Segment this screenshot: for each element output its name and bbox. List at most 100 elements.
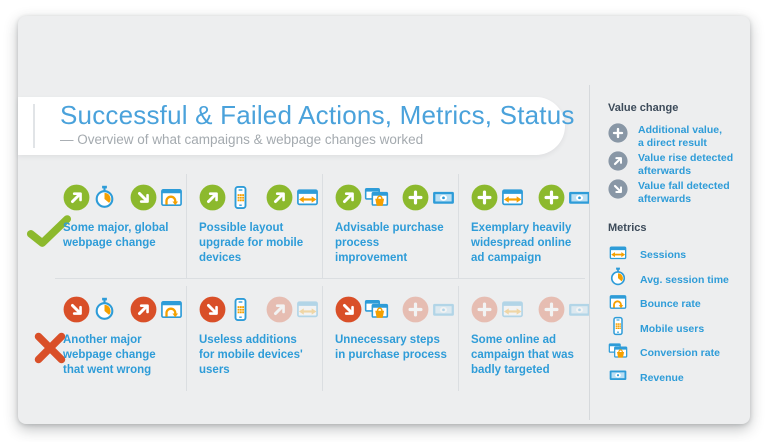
- arrow-up-right-badge-icon: [130, 296, 157, 323]
- metric-label: Revenue: [640, 371, 684, 384]
- action-label: Another major webpage change that went w…: [63, 334, 156, 376]
- mobile-users-icon: [234, 186, 247, 209]
- revenue-icon: [569, 303, 590, 316]
- plus-badge-icon: [608, 123, 628, 148]
- metric-item: Sessions: [608, 245, 748, 265]
- arrow-down-right-badge-icon: [199, 296, 226, 323]
- plus-badge-icon: [402, 296, 429, 323]
- metric-change-pair: [130, 296, 184, 323]
- conversion-rate-icon: [364, 299, 389, 318]
- sessions-icon: [609, 246, 627, 259]
- sidebar-divider: [589, 85, 590, 420]
- arrow-up-right-badge-icon: [608, 151, 628, 171]
- metric-item: Conversion rate: [608, 341, 748, 366]
- plus-badge-icon: [538, 184, 565, 211]
- action-cell: Exemplary heavily widespread online ad c…: [458, 174, 594, 279]
- legend-label: Additional value, a direct result: [638, 124, 723, 149]
- arrow-up-right-badge-icon: [266, 184, 293, 211]
- mobile-users-icon: [608, 316, 628, 341]
- session-time-icon: [610, 267, 626, 286]
- arrow-up-right-badge-icon: [335, 184, 362, 211]
- metric-label: Mobile users: [640, 322, 705, 335]
- slide-title: Successful & Failed Actions, Metrics, St…: [60, 100, 575, 130]
- action-label: Exemplary heavily widespread online ad c…: [471, 222, 572, 264]
- metric-pairs: [335, 183, 456, 212]
- action-label: Advisable purchase process improvement: [335, 222, 444, 264]
- session-time-icon: [95, 297, 114, 320]
- metric-change-pair: [538, 184, 592, 211]
- conversion-rate-icon: [364, 187, 389, 206]
- metrics-heading: Metrics: [608, 222, 647, 234]
- legend-label: Value rise detected afterwards: [638, 152, 734, 177]
- metric-change-pair: [335, 296, 389, 323]
- revenue-icon: [609, 370, 627, 380]
- sessions-icon: [502, 301, 523, 318]
- metric-pairs: [63, 295, 184, 324]
- arrow-down-right-badge-icon: [608, 179, 628, 204]
- legend-item: Additional value, a direct result: [608, 123, 748, 149]
- metric-pairs: [471, 183, 592, 212]
- session-time-icon: [608, 267, 628, 292]
- conversion-rate-icon: [608, 342, 628, 358]
- mobile-users-icon: [613, 316, 623, 336]
- action-cell: Useless additions for mobile devices' us…: [186, 286, 322, 391]
- action-label: Possible layout upgrade for mobile devic…: [199, 222, 304, 264]
- plus-badge-icon: [402, 184, 429, 211]
- action-cell: Unnecessary steps in purchase process: [322, 286, 458, 391]
- bounce-rate-icon: [161, 188, 182, 207]
- revenue-icon: [569, 191, 590, 204]
- bounce-rate-icon: [608, 292, 628, 317]
- sessions-icon: [502, 189, 523, 206]
- action-label: Unnecessary steps in purchase process: [335, 334, 447, 361]
- metric-pairs: [199, 295, 320, 324]
- action-cell: Advisable purchase process improvement: [322, 174, 458, 279]
- sessions-icon: [297, 189, 318, 206]
- value-change-legend: Value change Additional value, a direct …: [608, 102, 748, 207]
- failure-row: Another major webpage change that went w…: [55, 286, 590, 391]
- action-cell: Some major, global webpage change: [55, 174, 186, 279]
- arrow-up-right-badge-icon: [63, 184, 90, 211]
- metric-item: Avg. session time: [608, 267, 748, 292]
- action-cell: Another major webpage change that went w…: [55, 286, 186, 391]
- action-label: Useless additions for mobile devices' us…: [199, 334, 303, 376]
- metric-label: Bounce rate: [640, 298, 701, 310]
- conversion-rate-icon: [608, 341, 628, 366]
- metrics-legend: Metrics Sessions Avg. session time: [608, 222, 748, 388]
- metric-change-pair: [130, 184, 184, 211]
- action-label: Some major, global webpage change: [63, 222, 169, 249]
- metric-label: Avg. session time: [640, 273, 729, 286]
- arrow-down-right-badge-icon: [608, 179, 628, 199]
- action-cell: Some online ad campaign that was badly t…: [458, 286, 594, 391]
- value-change-heading: Value change: [608, 102, 679, 114]
- revenue-icon: [433, 191, 454, 204]
- legend-label: Value fall detected afterwards: [638, 180, 730, 205]
- sessions-icon: [608, 243, 628, 268]
- arrow-up-right-badge-icon: [608, 151, 628, 176]
- metric-label: Sessions: [640, 249, 687, 261]
- metric-change-pair: [63, 296, 117, 323]
- arrow-down-right-badge-icon: [335, 296, 362, 323]
- slide-card: Successful & Failed Actions, Metrics, St…: [18, 16, 750, 424]
- metric-label: Conversion rate: [640, 347, 720, 359]
- value-change-list: Additional value, a direct result Value …: [608, 123, 748, 205]
- revenue-icon: [433, 303, 454, 316]
- metric-item: Revenue: [608, 368, 748, 388]
- slide-subtitle: — Overview of what campaigns & webpage c…: [60, 132, 424, 147]
- metric-pairs: [335, 295, 456, 324]
- action-label: Some online ad campaign that was badly t…: [471, 334, 574, 376]
- legend-item: Value fall detected afterwards: [608, 179, 748, 205]
- metric-change-pair: [402, 296, 456, 323]
- metric-change-pair: [471, 296, 525, 323]
- metrics-list: Sessions Avg. session time Bounce rate: [608, 245, 748, 388]
- plus-badge-icon: [471, 296, 498, 323]
- metric-change-pair: [266, 184, 320, 211]
- metric-change-pair: [63, 184, 117, 211]
- arrow-down-right-badge-icon: [130, 184, 157, 211]
- failure-x-icon: [32, 330, 68, 371]
- plus-badge-icon: [608, 123, 628, 143]
- row-separator: [55, 278, 585, 279]
- revenue-icon: [608, 365, 628, 390]
- metric-change-pair: [199, 296, 253, 323]
- metric-change-pair: [471, 184, 525, 211]
- plus-badge-icon: [471, 184, 498, 211]
